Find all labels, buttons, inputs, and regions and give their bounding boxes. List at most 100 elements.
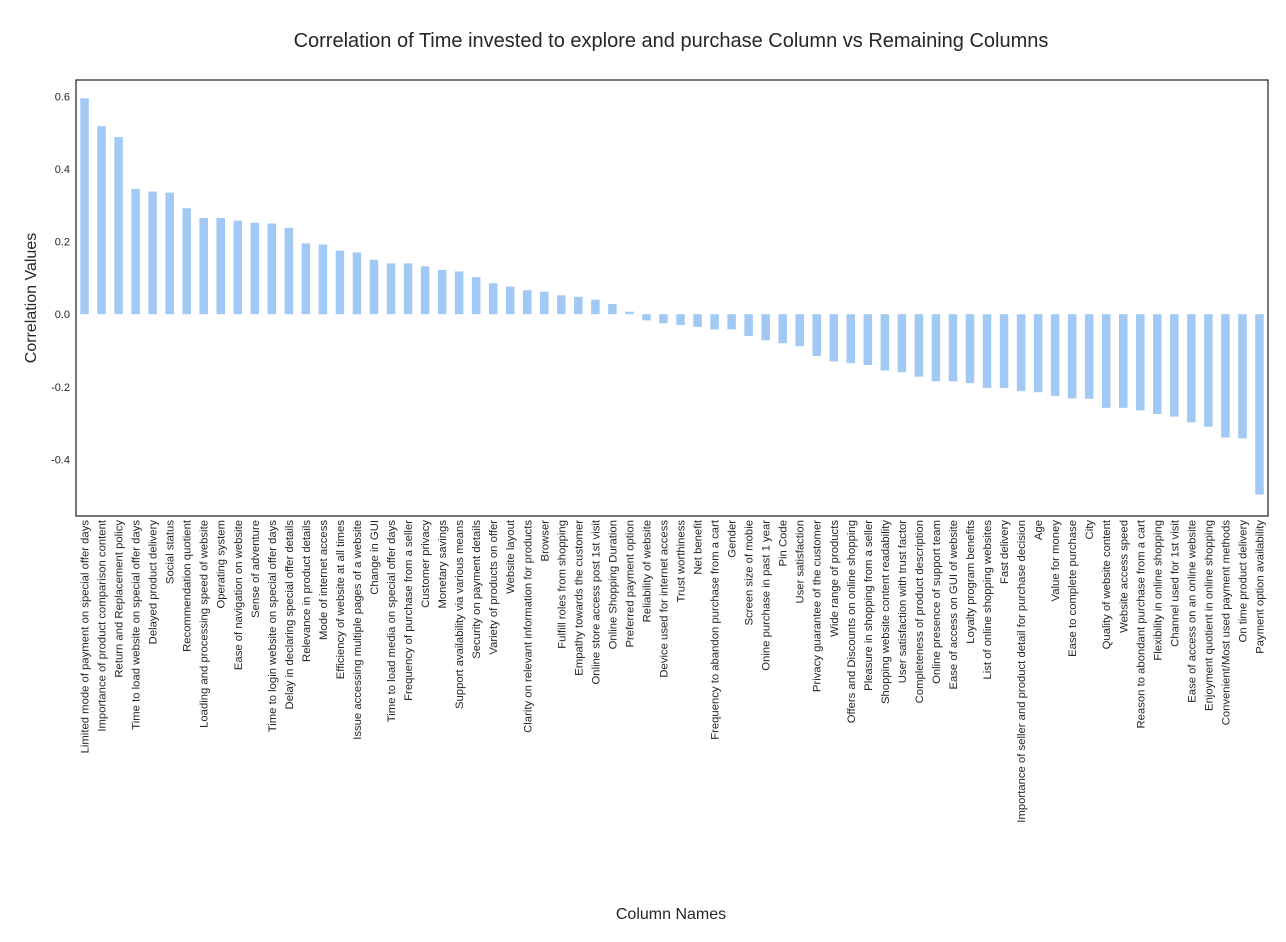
bar [1136,314,1145,411]
x-tick-label: Social status [165,520,177,584]
bar [505,286,515,315]
x-tick-label: Ease of navigation on website [233,520,245,670]
x-tick-label: Convenient/Most used payment methods [1220,520,1232,726]
bar [488,283,498,315]
x-tick-label: Flexibility in online shopping [1152,520,1164,661]
x-tick-label: Delay in declaring special offer details [284,520,296,710]
bar [1170,314,1179,417]
bar [369,259,379,315]
bar [1119,314,1128,408]
bar [165,192,174,315]
bar [710,314,719,330]
bar [420,266,430,315]
x-tick-label: Fast delivery [999,520,1011,584]
bar [914,314,924,377]
x-tick-label: Online presence of support team [931,520,943,684]
bar [199,218,208,315]
x-tick-label: Loyalty program benefits [965,520,977,644]
bar [1101,314,1111,408]
y-tick-label: -0.4 [51,454,70,466]
x-tick-label: Delayed product delivery [148,520,160,645]
x-tick-label: Offers and Discounts on online shopping [846,520,858,723]
bar [1016,314,1026,392]
x-tick-label: Efficiency of website at all times [335,520,347,680]
bar [540,291,549,315]
x-tick-label: Age [1033,520,1045,540]
bar [267,223,277,315]
bars-layer [80,98,1264,495]
x-tick-label: City [1084,520,1096,540]
bar [1067,314,1077,399]
x-tick-label: Online store access post 1st visit [590,519,602,684]
chart-title: Correlation of Time invested to explore … [294,30,1049,52]
bar [727,314,736,330]
x-tick-label: On time product delivery [1237,520,1249,643]
y-axis-ticks: -0.4 -0.2 0.0 0.2 0.4 0.6 [51,91,70,466]
x-tick-label: List of online shopping websites [982,520,994,680]
x-tick-label: Screen size of mobie [744,520,756,626]
x-tick-label: Time to load website on special offer da… [131,520,143,730]
bar [693,314,702,327]
bar [1255,314,1264,495]
x-tick-label: Change in GUI [369,520,381,595]
bar [233,220,243,315]
x-tick-label: Recommendation quotient [182,519,194,652]
x-tick-label: Channel used for 1st visit [1169,519,1181,647]
y-tick-label: 0.4 [55,164,70,176]
x-tick-label: Website layout [505,519,517,594]
bar [744,314,753,336]
x-tick-label: Time to load media on special offer days [386,520,398,723]
bar [1050,314,1060,396]
bar [812,314,821,356]
x-tick-label: Pin Code [778,520,790,566]
x-axis-title: Column Names [616,906,726,923]
bar [1033,314,1043,393]
bar [437,269,447,315]
x-tick-label: Support availability via various means [454,520,466,709]
x-tick-label: Importance of seller and product detail … [1016,520,1028,823]
bar [1187,314,1196,423]
x-tick-label: Reliability of website [641,520,653,622]
bar [386,263,396,315]
bar [403,263,413,315]
x-tick-label: Trust worthiness [676,520,688,603]
y-tick-label: 0.2 [55,237,70,249]
x-tick-label: Operating system [216,520,228,609]
x-tick-label: Monetary savings [437,520,449,609]
x-tick-label: Customer privacy [420,520,432,608]
x-tick-label: Payment option availability [1254,520,1266,654]
bar [284,227,294,315]
bar [1153,314,1162,415]
bar [250,222,260,315]
x-tick-label: User satisfaction [795,520,807,604]
x-tick-label: Net benefit [693,519,705,574]
bar [965,314,975,384]
bar [574,296,583,315]
y-tick-label: -0.2 [51,382,70,394]
x-tick-label: Preferred payment option [624,520,636,647]
x-axis-ticks: Limited mode of payment on special offer… [80,519,1267,823]
x-tick-label: Enjoyment quotient in online shopping [1203,520,1215,711]
bar [778,314,787,344]
x-tick-label: Variety of products on offer [488,520,500,655]
bar [846,314,856,364]
bar [114,137,123,315]
x-tick-label: Sense of adventure [250,520,262,618]
bar [182,208,191,315]
x-tick-label: Wide range of products [829,520,841,637]
x-tick-label: Completeness of product description [914,520,926,703]
bar [471,277,481,315]
x-tick-label: Relevance in product details [301,520,313,662]
bar [318,244,328,315]
x-tick-label: Ease to complete purchase [1067,520,1079,657]
x-tick-label: Quality of website content [1101,519,1113,649]
x-tick-label: Onine purchase in past 1 year [761,520,773,671]
plot-frame [75,79,1269,517]
x-tick-label: Return and Replacement policy [114,520,126,678]
x-tick-label: Clarity on relevant information for prod… [522,520,534,733]
x-tick-label: Security on payment details [471,520,483,659]
bar [608,304,617,315]
bar [982,314,992,388]
x-tick-label: Gender [727,520,739,558]
bar [131,188,140,315]
